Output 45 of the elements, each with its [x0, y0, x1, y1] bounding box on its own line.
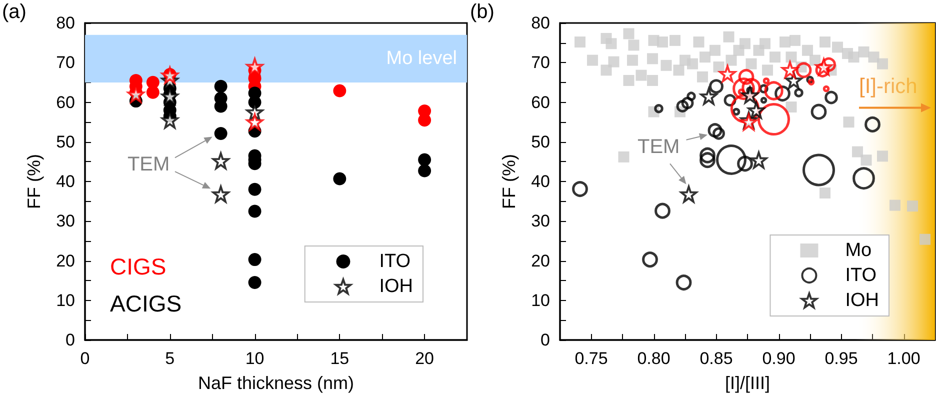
x-tick-label: 0 [80, 349, 90, 368]
x-tick-label: 0.90 [762, 349, 796, 368]
x-tick-label: 0.85 [700, 349, 733, 368]
y-tick-label: 50 [56, 132, 75, 152]
x-axis-title: NaF thickness (nm) [198, 373, 354, 393]
y-tick-label: 40 [531, 172, 550, 191]
band-label: Mo level [386, 48, 457, 70]
legend-label: ITO [379, 251, 411, 272]
y-tick-label: 10 [56, 290, 75, 310]
chart-title: (a) [2, 1, 26, 23]
y-tick-label: 80 [531, 14, 550, 32]
y-tick-label: 70 [531, 53, 550, 72]
legend-label: Mo [845, 240, 872, 261]
y-tick-label: 30 [531, 212, 550, 231]
x-axis-title: [I]/[III] [724, 373, 770, 393]
x-tick-label: 0.95 [824, 349, 858, 368]
annotation: TEM [127, 154, 170, 176]
x-tick-label: 1.00 [887, 349, 920, 368]
x-tick-label: 0.75 [574, 349, 608, 368]
x-tick-label: 15 [330, 349, 350, 368]
y-tick-label: 60 [531, 92, 550, 112]
y-tick-label: 70 [56, 53, 75, 72]
x-tick-label: 0.80 [637, 349, 670, 368]
y-tick-label: 20 [56, 251, 75, 270]
y-tick-label: 0 [540, 330, 550, 350]
y-axis-title: FF (%) [499, 154, 519, 209]
y-tick-label: 40 [56, 172, 75, 191]
x-tick-label: 10 [245, 349, 264, 368]
x-tick-label: 20 [415, 349, 434, 368]
legend-label: ITO [845, 265, 877, 286]
y-tick-label: 60 [56, 92, 75, 112]
annotation: TEM [638, 136, 680, 158]
y-tick-label: 10 [531, 290, 550, 310]
y-tick-label: 20 [531, 251, 550, 270]
y-axis-title: FF (%) [24, 154, 44, 209]
y-tick-label: 30 [56, 212, 75, 231]
x-tick-label: 5 [165, 349, 175, 368]
legend-label: IOH [845, 290, 879, 311]
y-tick-label: 80 [56, 14, 75, 32]
legend-label: IOH [379, 276, 413, 297]
annotation: ACIGS [110, 290, 182, 316]
y-tick-label: 50 [531, 132, 550, 152]
y-tick-label: 0 [66, 330, 75, 350]
annotation: CIGS [110, 254, 166, 280]
chart-title: (b) [470, 1, 494, 23]
